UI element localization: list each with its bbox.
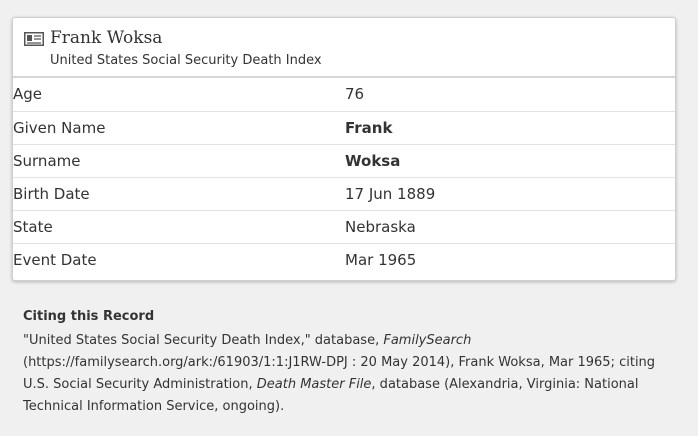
citation-title: Citing this Record — [23, 309, 155, 324]
table-row: Given Name Frank — [13, 110, 675, 144]
table-row: Surname Woksa — [13, 143, 675, 177]
fact-label: Age — [13, 85, 43, 104]
table-row: State Nebraska — [13, 209, 675, 243]
citation-file: Death Master File — [256, 377, 372, 392]
table-row: Birth Date 17 Jun 1889 — [13, 176, 675, 210]
collection-name: United States Social Security Death Inde… — [50, 53, 322, 68]
table-row: Age 76 — [13, 78, 675, 111]
citation-text: "United States Social Security Death Ind… — [23, 330, 673, 418]
record-name: Frank Woksa — [50, 28, 163, 48]
fact-label: Surname — [13, 143, 345, 177]
record-header: Frank Woksa United States Social Securit… — [13, 18, 675, 78]
citation-part: (https://familysearch.org/ark:/61903/1:1… — [23, 355, 656, 392]
fact-label: State — [13, 209, 345, 243]
fact-value: Nebraska — [345, 209, 675, 243]
fact-label: Given Name — [13, 110, 345, 144]
record-card-icon — [24, 32, 44, 46]
citation-part: "United States Social Security Death Ind… — [23, 333, 384, 348]
fact-label: Event Date — [13, 242, 345, 276]
record-card: Frank Woksa United States Social Securit… — [12, 17, 676, 281]
fact-value: 17 Jun 1889 — [345, 176, 675, 210]
fact-label: Birth Date — [13, 176, 345, 210]
citation-part: , database (Alexandria, Virginia: Nation… — [23, 377, 639, 414]
fact-value: Mar 1965 — [345, 242, 675, 276]
citation-site: FamilySearch — [383, 333, 472, 348]
table-row: Event Date Mar 1965 — [13, 242, 675, 276]
fact-value: 76 — [345, 85, 365, 104]
facts-table: Age 76 Given Name Frank Surname Woksa Bi… — [13, 78, 675, 276]
fact-value: Woksa — [345, 143, 675, 177]
fact-value: Frank — [345, 110, 675, 144]
citation-section: Citing this Record "United States Social… — [23, 309, 673, 418]
